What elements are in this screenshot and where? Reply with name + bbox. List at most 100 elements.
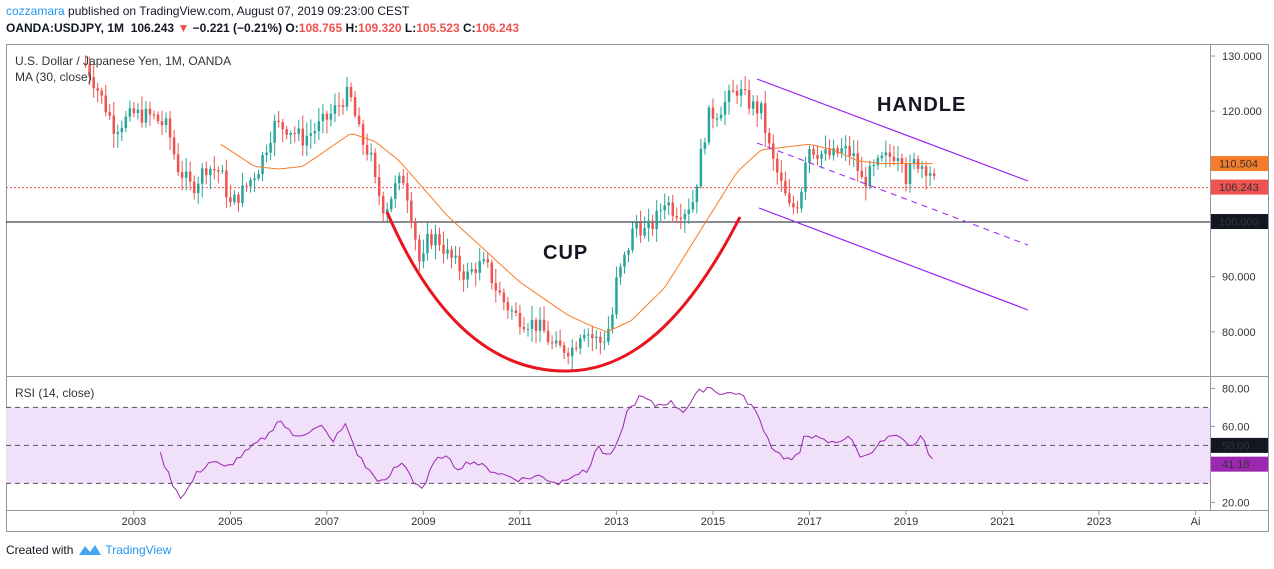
candle-body bbox=[615, 277, 618, 315]
candle-body bbox=[205, 168, 208, 176]
candle-body bbox=[876, 158, 880, 165]
cup-label: CUP bbox=[543, 242, 588, 264]
chart-title: U.S. Dollar / Japanese Yen, 1M, OANDA bbox=[15, 54, 231, 68]
candle-body bbox=[816, 154, 819, 159]
candle-body bbox=[180, 172, 184, 178]
channel-mid-line[interactable] bbox=[756, 142, 1029, 246]
candle-body bbox=[96, 88, 99, 91]
candle-body bbox=[329, 113, 333, 120]
candle-body bbox=[675, 215, 679, 218]
candle-body bbox=[627, 250, 630, 255]
price-change: −0.221 (−0.21%) bbox=[192, 21, 283, 35]
candle-body bbox=[361, 124, 365, 145]
candle-body bbox=[321, 113, 325, 122]
candle-body bbox=[828, 149, 831, 156]
open-label: O: bbox=[285, 21, 299, 35]
down-arrow-icon: ▼ bbox=[177, 21, 190, 35]
ma-price-tag: 110.504 bbox=[1211, 156, 1268, 172]
low-label: L: bbox=[404, 21, 417, 35]
level-value-label: 100.000 bbox=[1219, 217, 1259, 229]
price-axis[interactable]: 130.000 120.000 90.000 80.000 bbox=[1210, 51, 1262, 339]
candle-body bbox=[743, 89, 747, 91]
footer: Created with TradingView bbox=[6, 543, 171, 557]
candle-body bbox=[587, 334, 590, 336]
time-tick-label: 2009 bbox=[411, 516, 435, 528]
candle-body bbox=[739, 89, 743, 96]
author-name[interactable]: cozzamara bbox=[6, 4, 65, 18]
rsi-mid-label: 50.00 bbox=[1222, 440, 1250, 452]
candle-body bbox=[796, 207, 799, 209]
candle-body bbox=[924, 166, 928, 176]
candle-body bbox=[751, 101, 755, 109]
rsi-legend: RSI (14, close) bbox=[15, 386, 94, 400]
candle-body bbox=[281, 122, 284, 130]
candle-body bbox=[104, 95, 107, 113]
candle-body bbox=[542, 319, 546, 331]
rsi-last-tag: 41.18 bbox=[1211, 456, 1268, 472]
candle-body bbox=[808, 148, 811, 163]
candle-body bbox=[711, 107, 715, 119]
candle-body bbox=[253, 178, 256, 181]
candle-body bbox=[928, 173, 932, 176]
candle-body bbox=[112, 115, 116, 134]
candle-body bbox=[414, 222, 417, 240]
candle-body bbox=[844, 146, 847, 149]
symbol-label: OANDA:USDJPY, 1M bbox=[6, 21, 125, 35]
price-tick-label: 90.000 bbox=[1222, 272, 1256, 284]
rsi-tick-label: 80.00 bbox=[1222, 383, 1250, 395]
candle-body bbox=[285, 129, 288, 135]
candle-body bbox=[792, 203, 795, 208]
candle-body bbox=[671, 202, 674, 216]
candle-body bbox=[116, 132, 120, 134]
candle-body bbox=[277, 120, 280, 123]
candle-body bbox=[912, 158, 916, 164]
candle-body bbox=[438, 234, 441, 245]
candle-body bbox=[643, 228, 646, 236]
candle-body bbox=[273, 120, 276, 143]
candle-body bbox=[148, 108, 152, 115]
channel-lower-line[interactable] bbox=[758, 207, 1029, 311]
candle-body bbox=[824, 149, 827, 154]
rsi-tick-label: 60.00 bbox=[1222, 421, 1250, 433]
price-tick-label: 80.000 bbox=[1222, 327, 1256, 339]
candle-body bbox=[619, 266, 622, 278]
rsi-axis[interactable]: 80.00 60.00 20.00 bbox=[1210, 383, 1250, 509]
candle-body bbox=[390, 198, 393, 210]
candle-body bbox=[196, 183, 200, 194]
rsi-last-label: 41.18 bbox=[1222, 459, 1250, 471]
candle-body bbox=[679, 217, 683, 220]
candle-body bbox=[502, 292, 506, 303]
candle-body bbox=[574, 347, 578, 349]
handle-label: HANDLE bbox=[877, 94, 966, 116]
candle-body bbox=[920, 166, 924, 169]
candle-body bbox=[558, 340, 562, 346]
tradingview-brand[interactable]: TradingView bbox=[105, 543, 172, 557]
ma-value-label: 110.504 bbox=[1219, 159, 1258, 171]
time-tick-label: 2011 bbox=[508, 516, 532, 528]
candle-body bbox=[534, 319, 538, 331]
candle-body bbox=[84, 64, 87, 66]
rsi-mid-tag: 50.00 bbox=[1211, 437, 1268, 453]
time-axis[interactable]: 2003 2005 2007 2009 2011 2013 2015 2017 2019 2021… bbox=[122, 510, 1201, 528]
candle-body bbox=[880, 155, 884, 159]
candle-body bbox=[466, 271, 469, 280]
candle-body bbox=[856, 153, 859, 171]
rsi-tick-label: 20.00 bbox=[1222, 497, 1250, 509]
candle-body bbox=[695, 186, 699, 203]
cup-curve[interactable] bbox=[385, 211, 742, 373]
candle-body bbox=[168, 118, 172, 138]
candle-body bbox=[269, 142, 272, 153]
ohlc-summary: OANDA:USDJPY, 1M 106.243 ▼ −0.221 (−0.21… bbox=[6, 21, 519, 35]
channel-upper-line[interactable] bbox=[756, 78, 1029, 182]
candle-body bbox=[446, 249, 449, 254]
chart-frame bbox=[6, 44, 1269, 532]
candle-body bbox=[233, 194, 236, 203]
candles bbox=[84, 55, 936, 370]
candle-body bbox=[908, 163, 912, 185]
candle-body bbox=[703, 142, 707, 149]
time-tick-label: 2023 bbox=[1087, 516, 1111, 528]
price-tick-label: 120.000 bbox=[1222, 106, 1262, 118]
ma-legend: MA (30, close) bbox=[15, 70, 92, 84]
close-value: 106.243 bbox=[475, 21, 520, 35]
